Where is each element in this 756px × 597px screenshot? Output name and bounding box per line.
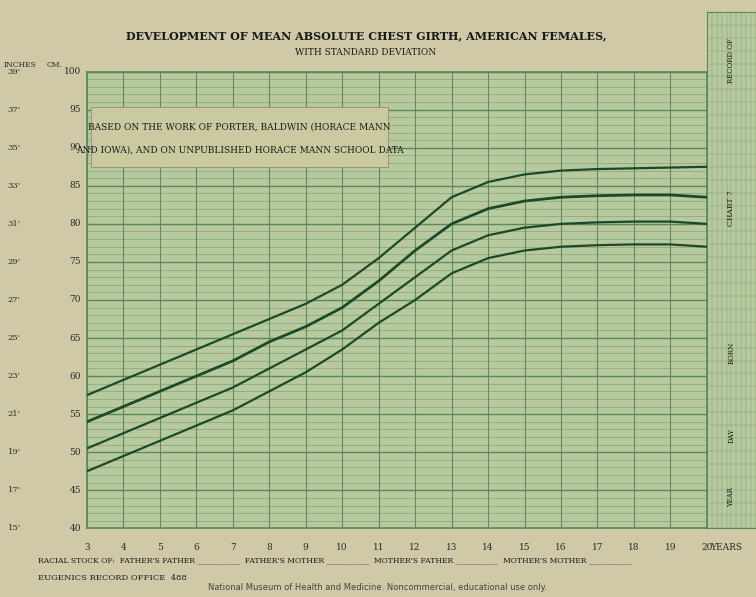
Text: 27': 27' (8, 296, 20, 304)
Text: 65: 65 (70, 334, 81, 343)
Text: 25': 25' (8, 334, 20, 342)
Text: 85: 85 (70, 181, 81, 190)
Text: 4: 4 (120, 543, 126, 552)
Text: 19': 19' (8, 448, 20, 456)
Text: 15': 15' (8, 524, 20, 533)
Text: CM.: CM. (47, 61, 62, 69)
Text: 15: 15 (519, 543, 531, 552)
Text: 17': 17' (8, 487, 20, 494)
Text: 90: 90 (70, 143, 81, 152)
Text: 40: 40 (70, 524, 81, 533)
Text: 14: 14 (482, 543, 494, 552)
Text: 35': 35' (8, 144, 20, 152)
Text: 45: 45 (70, 486, 81, 495)
Text: 12: 12 (410, 543, 421, 552)
Text: 100: 100 (64, 67, 81, 76)
Text: 6: 6 (194, 543, 200, 552)
Text: 10: 10 (336, 543, 348, 552)
Text: 31': 31' (8, 220, 20, 228)
Text: 3: 3 (84, 543, 90, 552)
Text: CHART 7: CHART 7 (727, 190, 736, 226)
Text: 9: 9 (303, 543, 308, 552)
Text: 75: 75 (70, 257, 81, 266)
Text: 80: 80 (70, 219, 81, 229)
Text: 39': 39' (8, 67, 20, 76)
Text: 5: 5 (157, 543, 163, 552)
Text: BASED ON THE WORK OF PORTER, BALDWIN (HORACE MANN: BASED ON THE WORK OF PORTER, BALDWIN (HO… (88, 122, 391, 131)
Text: 13: 13 (446, 543, 457, 552)
Text: 17: 17 (592, 543, 603, 552)
Text: 16: 16 (555, 543, 567, 552)
Text: INCHES: INCHES (4, 61, 37, 69)
Text: DEVELOPMENT OF MEAN ABSOLUTE CHEST GIRTH, AMERICAN FEMALES,: DEVELOPMENT OF MEAN ABSOLUTE CHEST GIRTH… (125, 31, 606, 42)
Text: YEAR: YEAR (727, 487, 736, 507)
Text: 55: 55 (69, 410, 81, 418)
Text: WITH STANDARD DEVIATION: WITH STANDARD DEVIATION (296, 48, 436, 57)
Text: 11: 11 (373, 543, 384, 552)
Text: 18: 18 (628, 543, 640, 552)
Text: RECORD OF: RECORD OF (727, 38, 736, 82)
Text: EUGENICS RECORD OFFICE  488: EUGENICS RECORD OFFICE 488 (38, 574, 187, 582)
Text: DAY: DAY (727, 428, 736, 443)
Text: 33': 33' (8, 182, 20, 190)
Text: 95: 95 (70, 105, 81, 114)
Text: BORN: BORN (727, 341, 736, 364)
Text: 70: 70 (70, 296, 81, 304)
Text: 37': 37' (8, 106, 20, 113)
Text: YEARS: YEARS (710, 543, 742, 552)
Text: 7: 7 (230, 543, 236, 552)
Text: 19: 19 (665, 543, 676, 552)
Text: 23': 23' (8, 372, 20, 380)
Text: National Museum of Health and Medicine. Noncommercial, educational use only.: National Museum of Health and Medicine. … (209, 583, 547, 592)
Text: 20: 20 (701, 543, 713, 552)
Text: RACIAL STOCK OF:  FATHER'S FATHER ___________  FATHER'S MOTHER ___________  MOTH: RACIAL STOCK OF: FATHER'S FATHER _______… (38, 556, 631, 564)
Text: 8: 8 (266, 543, 272, 552)
Text: 21': 21' (8, 410, 20, 418)
Text: 60: 60 (70, 371, 81, 381)
Text: 29': 29' (8, 258, 20, 266)
Text: AND IOWA), AND ON UNPUBLISHED HORACE MANN SCHOOL DATA: AND IOWA), AND ON UNPUBLISHED HORACE MAN… (76, 146, 404, 155)
Text: 50: 50 (70, 448, 81, 457)
